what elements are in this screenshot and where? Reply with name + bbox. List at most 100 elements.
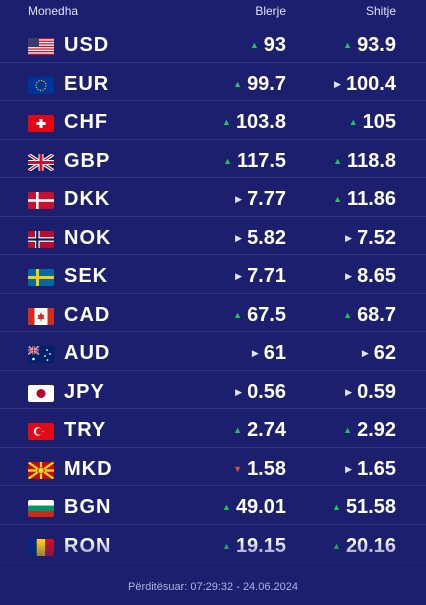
arrow-up-icon: ▲ (223, 155, 233, 166)
arrow-right-icon: ▶ (235, 232, 243, 243)
arrow-up-icon: ▲ (233, 309, 243, 320)
arrow-right-icon: ▶ (235, 271, 243, 281)
sell-rate: ▲ 51.58 (332, 496, 396, 519)
buy-rate: ▶ 5.82 (235, 227, 286, 250)
arrow-right-icon: ▶ (345, 271, 353, 281)
sell-rate-value: 7.52 (357, 226, 396, 249)
rate-row-eur: EUR ▲ 99.7 ▶ 100.4 (0, 63, 426, 101)
jp-flag-icon (28, 384, 54, 402)
sell-rate: ▶ 1.65 (345, 458, 396, 481)
rate-row-try: TRY ▲ 2.74 ▲ 2.92 (0, 409, 426, 448)
buy-rate: ▲ 49.01 (222, 496, 286, 519)
rate-row-chf: CHF ▲ 103.8 ▲ 105 (0, 101, 426, 140)
buy-rate: ▶ 0.56 (235, 381, 286, 404)
sell-rate: ▶ 7.52 (345, 227, 396, 250)
rate-row-bgn: BGN ▲ 49.01 ▲ 51.58 (0, 486, 426, 525)
arrow-right-icon: ▶ (345, 463, 353, 474)
currency-code: NOK (64, 226, 112, 249)
sell-rate-value: 1.65 (357, 457, 396, 480)
sell-rate: ▲ 2.92 (343, 419, 396, 442)
rate-row-nok: NOK ▶ 5.82 ▶ 7.52 (0, 217, 426, 255)
buy-rate: ▲ 103.8 (222, 111, 286, 134)
arrow-up-icon: ▲ (233, 425, 243, 435)
sell-rate: ▲ 105 (349, 111, 396, 134)
sell-rate-value: 105 (362, 111, 396, 133)
sell-rate-value: 62 (373, 342, 396, 364)
ch-flag-icon (28, 115, 54, 132)
bg-flag-icon (28, 500, 54, 517)
rate-row-usd: USD ▲ 93 ▲ 93.9 (0, 24, 426, 63)
sell-rate-value: 0.59 (357, 380, 396, 403)
rate-row-cad: CAD ▲ 67.5 ▲ 68.7 (0, 294, 426, 332)
sell-rate-value: 68.7 (357, 303, 396, 326)
arrow-up-icon: ▲ (233, 78, 243, 89)
eu-flag-icon (28, 76, 54, 94)
buy-rate-value: 67.5 (247, 303, 286, 326)
sell-rate-value: 2.92 (357, 419, 396, 441)
rate-row-mkd: MKD ▼ 1.58 ▶ 1.65 (0, 448, 426, 486)
last-updated-text: Përditësuar: 07:29:32 - 24.06.2024 (127, 581, 298, 593)
buy-column-header: Blerje (255, 4, 286, 18)
sell-rate-value: 11.86 (347, 188, 396, 210)
currency-code: CAD (64, 303, 111, 326)
buy-rate-value: 7.71 (247, 265, 286, 287)
buy-rate-value: 103.8 (235, 111, 286, 133)
bottom-fade-overlay (0, 540, 426, 605)
arrow-right-icon: ▶ (361, 348, 369, 358)
buy-rate: ▶ 7.71 (235, 265, 286, 288)
sell-rate-value: 118.8 (347, 149, 396, 172)
buy-rate: ▲ 93 (250, 34, 286, 57)
buy-rate-value: 0.56 (247, 380, 286, 403)
buy-rate-value: 7.77 (247, 188, 286, 210)
buy-rate-value: 99.7 (247, 72, 286, 95)
rate-row-sek: SEK ▶ 7.71 ▶ 8.65 (0, 255, 426, 294)
arrow-down-icon: ▼ (233, 463, 243, 474)
rate-row-gbp: GBP ▲ 117.5 ▲ 118.8 (0, 140, 426, 178)
currency-column-header: Monedha (28, 4, 79, 18)
arrow-right-icon: ▶ (334, 78, 341, 89)
arrow-right-icon: ▶ (235, 386, 243, 397)
currency-code: DKK (64, 188, 111, 210)
rate-row-dkk: DKK ▶ 7.77 ▲ 11.86 (0, 178, 426, 217)
arrow-up-icon: ▲ (348, 117, 358, 127)
arrow-right-icon: ▶ (345, 232, 353, 243)
rates-table: USD ▲ 93 ▲ 93.9 EUR ▲ 99.7 ▶ 100.4 CHF ▲ 103.8 ▲ 105 GB… (0, 24, 426, 563)
arrow-up-icon: ▲ (333, 155, 343, 166)
buy-rate-value: 61 (263, 342, 286, 364)
sell-rate: ▶ 0.59 (345, 381, 396, 404)
buy-rate-value: 2.74 (247, 419, 286, 441)
buy-rate: ▶ 7.77 (235, 188, 286, 211)
sell-rate: ▲ 118.8 (333, 150, 396, 173)
buy-rate: ▲ 117.5 (223, 150, 286, 173)
no-flag-icon (28, 230, 54, 248)
currency-code: JPY (64, 380, 105, 403)
sell-rate: ▶ 62 (362, 342, 396, 365)
currency-code: EUR (64, 72, 110, 95)
buy-rate: ▼ 1.58 (233, 458, 286, 481)
arrow-up-icon: ▲ (333, 194, 343, 204)
currency-code: AUD (64, 342, 111, 364)
sell-rate: ▲ 93.9 (343, 34, 396, 57)
arrow-right-icon: ▶ (251, 348, 259, 358)
rate-row-aud: AUD ▶ 61 ▶ 62 (0, 332, 426, 371)
arrow-up-icon: ▲ (343, 309, 353, 320)
buy-rate: ▲ 67.5 (233, 304, 286, 327)
currency-code: GBP (64, 149, 111, 172)
currency-code: BGN (64, 496, 112, 518)
arrow-up-icon: ▲ (222, 117, 231, 127)
sell-rate-value: 93.9 (357, 34, 396, 56)
sell-rate-value: 51.58 (345, 496, 396, 518)
buy-rate-value: 49.01 (235, 496, 286, 518)
currency-code: MKD (64, 457, 113, 480)
sell-rate-value: 8.65 (357, 265, 396, 287)
currency-code: USD (64, 34, 110, 56)
buy-rate-value: 1.58 (247, 457, 286, 480)
se-flag-icon (28, 269, 54, 286)
currency-code: SEK (64, 265, 109, 287)
buy-rate-value: 93 (263, 34, 286, 56)
buy-rate: ▲ 99.7 (233, 73, 286, 96)
buy-rate: ▶ 61 (252, 342, 286, 365)
currency-code: TRY (64, 419, 107, 441)
sell-column-header: Shitje (365, 4, 396, 18)
sell-rate: ▲ 11.86 (333, 188, 396, 211)
